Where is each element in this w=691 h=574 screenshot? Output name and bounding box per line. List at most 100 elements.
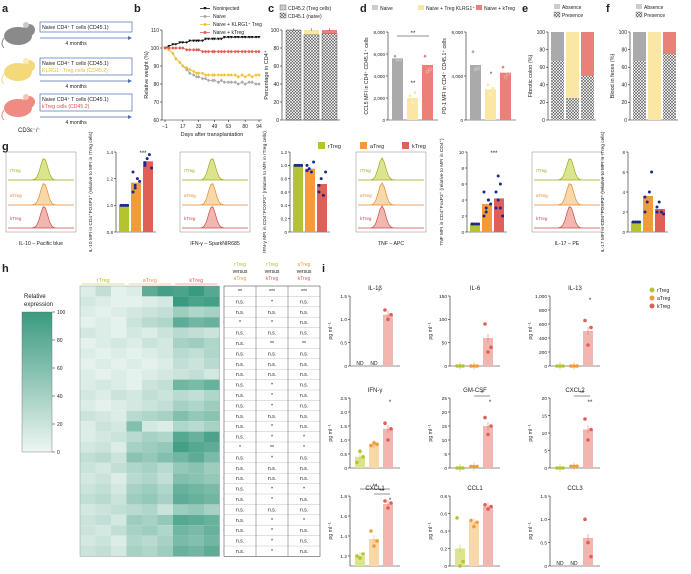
data-point [321,193,325,197]
y-tick-label: 0 [544,364,547,370]
heatmap-cell [204,410,220,422]
heatmap-cell [204,338,220,349]
data-point [494,206,498,210]
y-tick-label: 1,000 [535,294,547,300]
data-point [383,308,387,312]
data-point [469,518,473,523]
heatmap-cell [142,494,158,505]
data-point [477,222,481,226]
heatmap-cell [173,369,189,380]
histogram-label: kTreg [184,216,196,221]
data-point [458,466,462,470]
heatmap-cell [204,504,220,515]
bar-absence [648,32,661,120]
y-tick-label: 1.2 [107,176,114,181]
heatmap-cell [142,306,158,318]
y-axis-label: IL-10 MFI in CD4⁺FOXP3⁺ (relative to MFI… [88,131,94,252]
data-point [655,210,659,214]
histogram-0 [8,158,74,181]
heatmap-cell [126,327,142,338]
cmp-header: versus [233,269,248,275]
bar [643,196,653,232]
y-tick-label: 6 [622,170,625,175]
cmp-cell: n.s. [236,310,244,316]
cmp-cell: * [271,424,273,430]
heatmap-cell [188,442,204,453]
bar [583,538,593,566]
mouse-ear [23,22,29,28]
chart-b: 60 70 80 90 100 110 −1 17 33 49 63 80 94 Days after t… [144,6,262,138]
cmp-cell: n.s. [236,403,244,409]
heatmap-cell [142,286,158,297]
data-point [254,36,258,39]
heatmap-cell [80,525,96,536]
y-tick-label: 0.6 [281,190,288,195]
cmp-cell: * [239,445,241,451]
heatmap-cell [157,494,173,505]
heatmap-cell [188,546,204,557]
panel-title: IFN-γ [368,388,383,394]
arrowhead [128,115,132,119]
cmp-cell: ** [238,289,242,295]
y-tick-label: 20 [542,396,548,402]
significance: * [389,400,392,406]
heatmap-cell [157,348,173,359]
y-tick-label: 1.0 [107,203,114,208]
y-tick-label: 0 [276,118,279,124]
heatmap-cell [188,306,204,318]
heatmap-cell [126,317,142,328]
y-tick-label: 100 [619,30,628,36]
heatmap-cell [157,442,173,453]
y-tick-label: 0.2 [281,216,288,221]
heatmap-cell [126,379,142,390]
data-point [369,443,373,448]
y-tick-label: 60 [273,64,279,70]
heatmap-cell [95,462,111,474]
heatmap-cell [188,358,204,370]
bar-presence [663,54,676,120]
data-point [195,39,199,43]
mouse-0: Naive CD4⁺ T cells (CD45.1) 4 months [1,21,133,49]
data-point [472,524,476,529]
heatmap-cell [188,400,204,411]
injection-box [39,57,133,76]
heatmap-cell [173,421,189,432]
cmp-cell: * [271,383,273,389]
cmp-cell: n.s. [268,310,276,316]
colorbar-label: 80 [57,338,63,344]
y-tick-label: 10 [442,438,448,444]
y-tick-label: 0 [460,118,463,123]
heatmap-cell [173,462,189,474]
cmp-cell: n.s. [300,549,308,555]
bar [355,456,365,468]
heatmap-cell [111,348,127,359]
cmp-cell: * [271,320,273,326]
heatmap-cell [142,452,158,463]
y-tick-label: 0.6 [440,511,447,517]
panel-label-b: b [134,3,141,15]
data-point [583,318,587,323]
data-point [589,427,593,432]
x-tick-label: 17 [180,124,186,130]
legend-label: Naive + Treg KLRG1⁺ [426,6,475,12]
heatmap-cell [95,306,111,318]
bar-absence [633,32,646,62]
legend-label: CD45.1 (naive) [288,14,322,20]
cmp-cell: * [303,435,305,441]
heatmap-cell [95,327,111,338]
heatmap-cell [204,546,220,557]
heatmap-cell [204,286,220,297]
data-point [482,214,486,218]
data-point [586,438,590,442]
y-tick-label: 1.5 [540,494,547,500]
cmp-header: kTreg [266,276,279,282]
heatmap-cell [111,514,127,526]
bar [470,224,480,232]
data-point [461,559,465,564]
significance: ** [411,81,416,87]
data-point [207,37,211,41]
heatmap-cell [142,369,158,380]
y-tick-label: 2 [622,210,625,215]
